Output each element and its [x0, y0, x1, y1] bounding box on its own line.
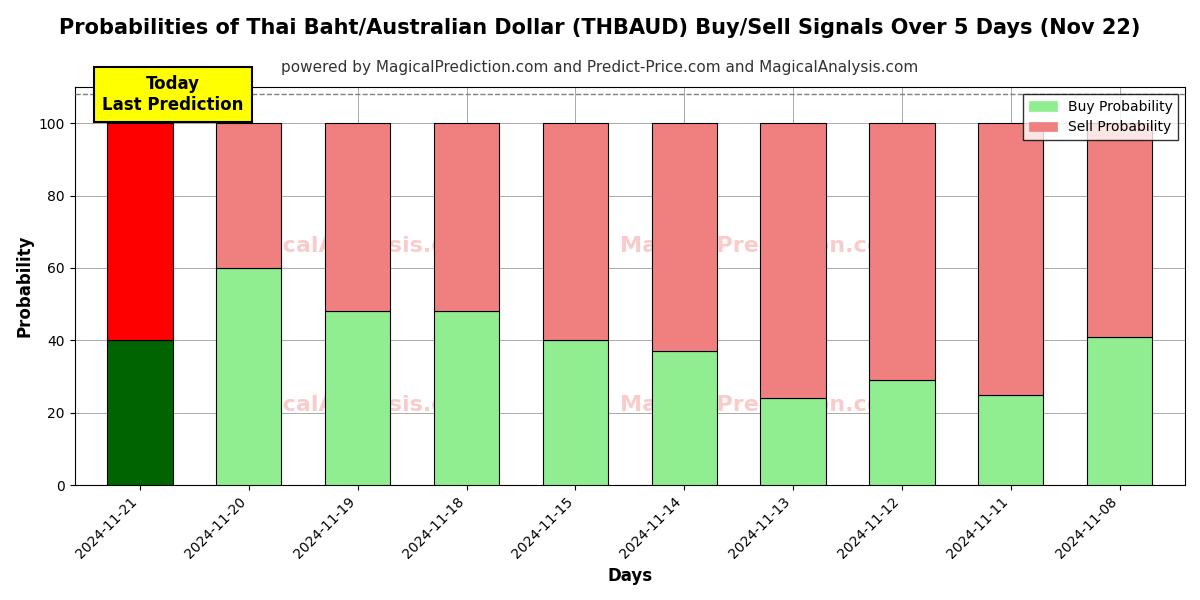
Bar: [107, 123, 173, 340]
Bar: [761, 123, 826, 398]
Legend: Buy Probability, Sell Probability: Buy Probability, Sell Probability: [1024, 94, 1178, 140]
Bar: [978, 123, 1044, 395]
Bar: [1087, 337, 1152, 485]
Bar: [869, 123, 935, 380]
Bar: [434, 311, 499, 485]
Bar: [652, 351, 716, 485]
Text: MagicalAnalysis.com: MagicalAnalysis.com: [222, 395, 482, 415]
Text: MagicalAnalysis.com: MagicalAnalysis.com: [222, 236, 482, 256]
Bar: [542, 123, 608, 340]
Bar: [107, 340, 173, 485]
Text: Today
Last Prediction: Today Last Prediction: [102, 75, 244, 113]
Bar: [434, 123, 499, 311]
Bar: [761, 398, 826, 485]
Text: Probabilities of Thai Baht/Australian Dollar (THBAUD) Buy/Sell Signals Over 5 Da: Probabilities of Thai Baht/Australian Do…: [59, 18, 1141, 38]
Bar: [325, 123, 390, 311]
X-axis label: Days: Days: [607, 567, 653, 585]
Bar: [542, 340, 608, 485]
Text: powered by MagicalPrediction.com and Predict-Price.com and MagicalAnalysis.com: powered by MagicalPrediction.com and Pre…: [281, 60, 919, 75]
Bar: [216, 123, 282, 268]
Bar: [1087, 123, 1152, 337]
Bar: [325, 311, 390, 485]
Bar: [978, 395, 1044, 485]
Bar: [216, 268, 282, 485]
Text: MagicalPrediction.com: MagicalPrediction.com: [620, 236, 906, 256]
Y-axis label: Probability: Probability: [16, 235, 34, 337]
Text: MagicalPrediction.com: MagicalPrediction.com: [620, 395, 906, 415]
Bar: [869, 380, 935, 485]
Bar: [652, 123, 716, 351]
